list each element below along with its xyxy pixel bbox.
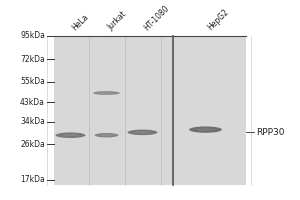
Text: 26kDa: 26kDa	[20, 140, 45, 149]
Text: 72kDa: 72kDa	[20, 55, 45, 64]
Ellipse shape	[100, 134, 113, 136]
Bar	[54, 36, 246, 185]
Text: HepG2: HepG2	[206, 7, 230, 32]
Text: HT-1080: HT-1080	[142, 3, 171, 32]
Text: 43kDa: 43kDa	[20, 98, 45, 107]
Text: RPP30: RPP30	[256, 128, 285, 137]
Ellipse shape	[62, 134, 79, 136]
Ellipse shape	[196, 129, 214, 131]
Ellipse shape	[94, 133, 118, 137]
Ellipse shape	[128, 130, 158, 135]
Text: HeLa: HeLa	[70, 12, 91, 32]
Text: 34kDa: 34kDa	[20, 117, 45, 126]
Text: 17kDa: 17kDa	[20, 175, 45, 184]
Text: 95kDa: 95kDa	[20, 31, 45, 40]
Ellipse shape	[99, 92, 114, 94]
Ellipse shape	[134, 131, 151, 133]
Ellipse shape	[56, 132, 86, 138]
Text: 55kDa: 55kDa	[20, 77, 45, 86]
Ellipse shape	[189, 126, 222, 133]
Ellipse shape	[93, 91, 120, 95]
Text: Jurkat: Jurkat	[106, 10, 129, 32]
